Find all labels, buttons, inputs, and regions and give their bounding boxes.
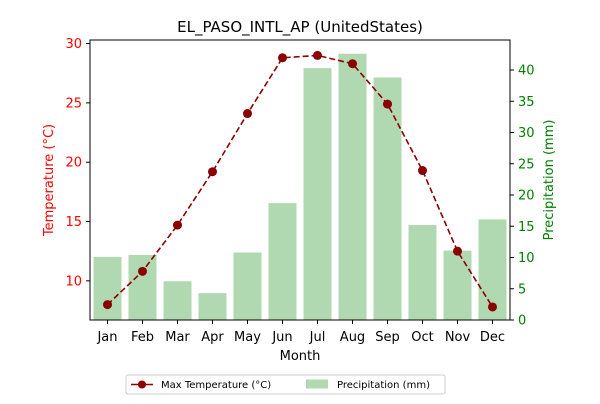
right-y-tick-label: 25	[518, 157, 535, 172]
precip-bar-jan	[93, 256, 122, 320]
x-tick-label-jun: Jun	[271, 330, 292, 345]
left-y-axis-label: Temperature (°C)	[42, 124, 57, 237]
x-tick-label-nov: Nov	[445, 330, 471, 345]
precip-bar-jul	[303, 68, 332, 320]
x-tick-label-sep: Sep	[375, 330, 400, 345]
x-tick-label-jan: Jan	[96, 330, 117, 345]
temp-point-aug	[348, 59, 357, 69]
x-tick-label-jul: Jul	[309, 330, 326, 345]
temp-point-jun	[278, 53, 287, 63]
precip-bar-apr	[198, 293, 227, 320]
left-y-tick-label: 30	[65, 37, 82, 52]
x-tick-label-aug: Aug	[340, 330, 365, 345]
temp-point-oct	[418, 166, 427, 176]
legend: Max Temperature (°C) Precipitation (mm)	[125, 374, 446, 395]
precip-bar-sep	[373, 77, 402, 320]
x-tick-label-apr: Apr	[201, 330, 224, 345]
left-y-axis-ticks: 10 15 20 25 30	[65, 37, 90, 289]
temperature-line	[106, 54, 494, 308]
x-tick-label-mar: Mar	[165, 330, 190, 345]
legend-precipitation-label: Precipitation (mm)	[337, 380, 430, 391]
temperature-line-layer	[103, 50, 497, 312]
precip-bar-feb	[128, 255, 157, 320]
precip-bar-mar	[163, 281, 192, 320]
left-y-tick-label: 25	[65, 96, 82, 111]
plot-frame	[89, 39, 511, 321]
temp-point-feb	[138, 266, 147, 276]
right-y-tick-label: 35	[518, 95, 535, 110]
temp-point-dec	[488, 302, 497, 312]
precip-bar-may	[233, 252, 262, 320]
right-y-axis-ticks: 0 5 10 15 20 25 30 35 40	[510, 64, 535, 329]
precip-bar-jun	[268, 203, 297, 320]
right-y-tick-label: 20	[518, 189, 535, 204]
x-tick-label-may: May	[234, 330, 261, 345]
x-axis-label: Month	[280, 349, 321, 364]
temp-point-sep	[383, 99, 392, 109]
x-tick-label-feb: Feb	[131, 330, 154, 345]
x-tick-label-dec: Dec	[480, 330, 505, 345]
temp-point-apr	[208, 167, 217, 177]
temp-point-may	[243, 109, 252, 119]
precip-bar-nov	[443, 250, 472, 320]
precip-bar-aug	[338, 53, 367, 320]
chart-title: EL_PASO_INTL_AP (UnitedStates)	[177, 18, 423, 37]
right-y-tick-label: 30	[518, 126, 535, 141]
temp-point-mar	[173, 220, 182, 230]
left-y-tick-label: 10	[65, 274, 82, 289]
right-y-axis-label: Precipitation (mm)	[542, 120, 557, 241]
right-y-tick-label: 15	[518, 220, 535, 235]
legend-line-marker	[138, 380, 146, 389]
legend-frame	[125, 374, 446, 395]
temp-point-nov	[453, 246, 462, 256]
x-tick-label-oct: Oct	[411, 330, 433, 345]
temp-point-jan	[103, 300, 112, 310]
left-y-tick-label: 15	[65, 215, 82, 230]
legend-bar-swatch	[306, 379, 328, 389]
precip-bar-oct	[408, 225, 437, 320]
right-y-tick-label: 0	[518, 314, 526, 329]
right-y-tick-label: 5	[518, 282, 526, 297]
right-y-tick-label: 40	[518, 64, 535, 79]
precipitation-bars	[93, 53, 507, 320]
x-axis-ticks: Jan Feb Mar Apr May Jun Jul Aug Sep Oct Nov Dec	[96, 320, 505, 345]
left-y-tick-label: 20	[65, 156, 82, 171]
temp-point-jul	[313, 50, 322, 60]
legend-temperature-label: Max Temperature (°C)	[161, 380, 271, 391]
right-y-tick-label: 10	[518, 251, 535, 266]
